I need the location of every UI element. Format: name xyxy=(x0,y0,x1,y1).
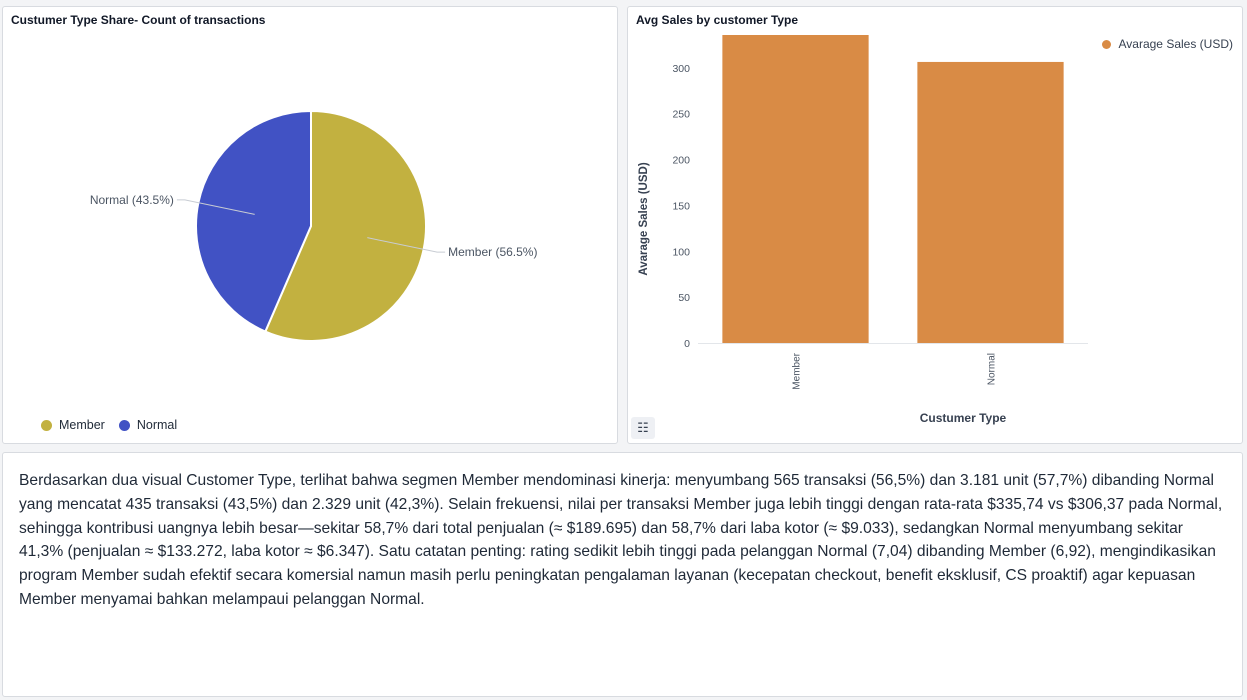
y-axis-title: Avarage Sales (USD) xyxy=(638,162,650,276)
bar-chart: 0 50 100 150 200 250 300 Member Normal Custumer T… xyxy=(638,35,1088,425)
bar-legend[interactable]: Avarage Sales (USD) xyxy=(1101,37,1234,51)
summary-panel: Berdasarkan dua visual Customer Type, te… xyxy=(2,452,1243,697)
pie-legend: Member Normal xyxy=(41,418,191,432)
legend-normal-dot xyxy=(118,419,130,431)
list-icon: ☷ xyxy=(637,420,649,435)
legend-item-member[interactable]: Member xyxy=(41,418,105,432)
y-tick-label-250: 250 xyxy=(672,109,690,121)
x-tick-label-member: Member xyxy=(792,352,803,389)
x-axis-title: Custumer Type xyxy=(920,411,1007,425)
pie-chart: Member (56.5%) Normal (43.5%) xyxy=(90,109,537,342)
legend-member-dot xyxy=(41,419,52,431)
legend-item-normal[interactable]: Normal xyxy=(118,418,178,432)
legend-sales-label: Avarage Sales (USD) xyxy=(1118,37,1234,51)
pie-label-normal: Normal (43.5%) xyxy=(90,193,174,207)
y-tick-label-300: 300 xyxy=(672,63,690,75)
y-tick-label-0: 0 xyxy=(684,338,690,350)
legend-toggle-button[interactable]: ☷ xyxy=(631,417,655,439)
pie-label-member: Member (56.5%) xyxy=(448,245,537,259)
bar-chart-panel: Avg Sales by customer Type 0 50 100 150 200 2… xyxy=(627,6,1243,444)
legend-normal-label: Normal xyxy=(136,418,178,432)
y-tick-label-100: 100 xyxy=(672,246,690,258)
y-tick-label-150: 150 xyxy=(672,200,690,212)
x-tick-label-normal: Normal xyxy=(987,353,998,385)
y-tick-label-200: 200 xyxy=(672,155,690,167)
summary-text: Berdasarkan dua visual Customer Type, te… xyxy=(19,472,1223,608)
legend-member-label: Member xyxy=(59,418,105,432)
legend-sales-dot xyxy=(1101,39,1111,49)
bar-chart-title: Avg Sales by customer Type xyxy=(636,13,799,27)
pie-chart-panel: Custumer Type Share- Count of transactio… xyxy=(2,6,618,444)
pie-leader-line-member xyxy=(367,237,446,253)
pie-leader-line-normal xyxy=(176,199,255,215)
bar-member[interactable] xyxy=(722,35,869,343)
pie-chart-title: Custumer Type Share- Count of transactio… xyxy=(11,13,266,27)
bar-normal[interactable] xyxy=(917,61,1064,343)
y-tick-label-50: 50 xyxy=(678,292,690,304)
